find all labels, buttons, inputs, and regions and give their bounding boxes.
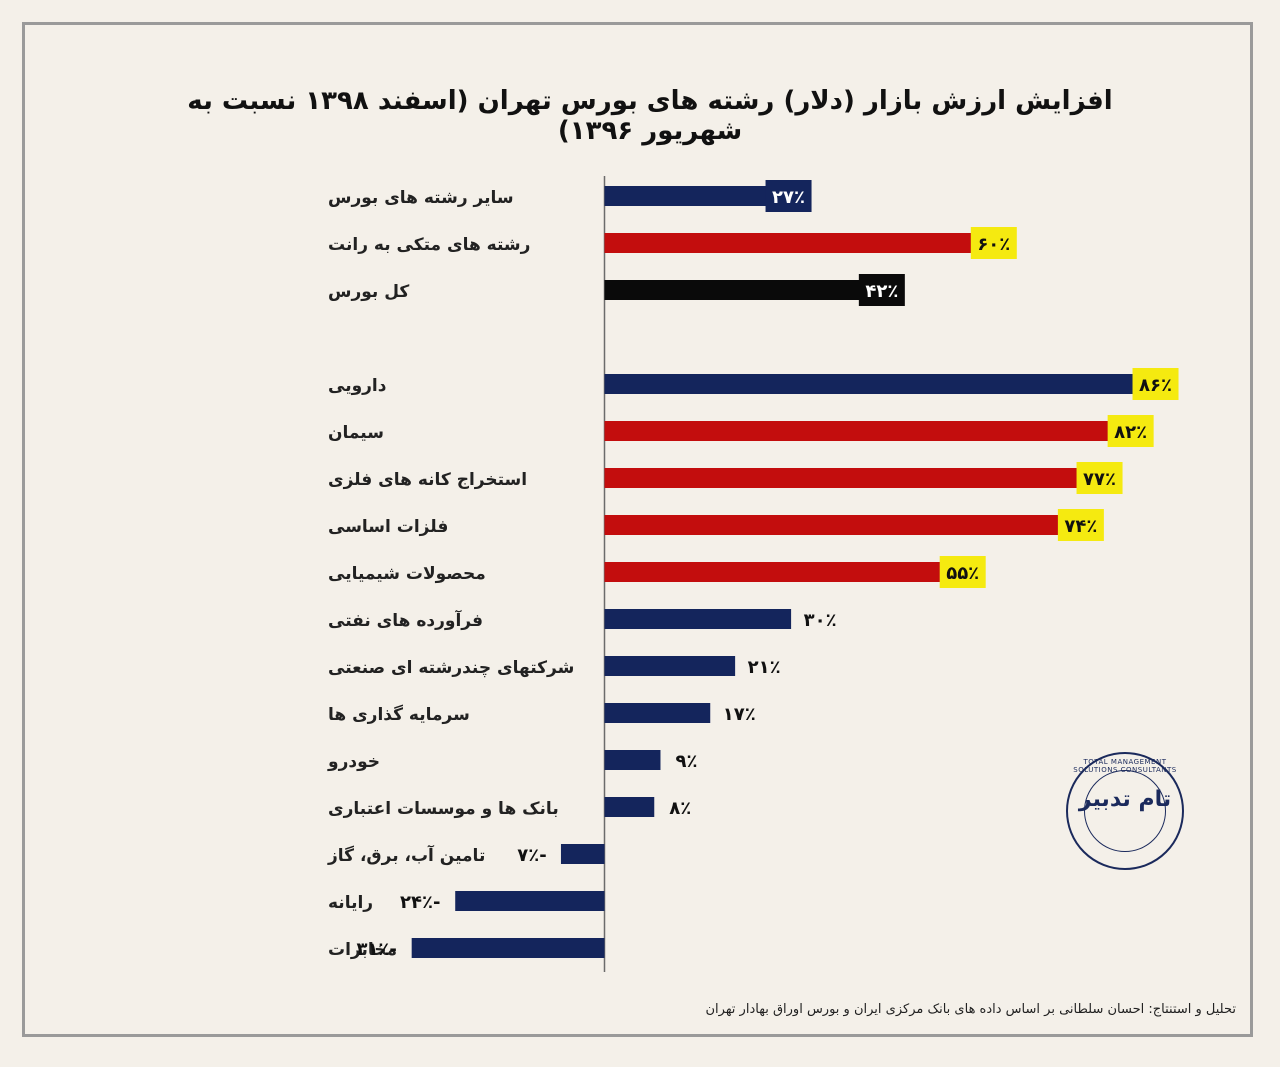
value-label: ۴۲٪ bbox=[865, 281, 898, 302]
value-label-box bbox=[765, 180, 812, 212]
value-label-box bbox=[1132, 368, 1179, 400]
value-label-box bbox=[970, 227, 1017, 259]
category-label: رشته های متکی به رانت bbox=[328, 235, 530, 255]
value-label: ۳۰٪ bbox=[804, 610, 837, 631]
chart-frame bbox=[22, 22, 1253, 1037]
value-label: ۷۷٪ bbox=[1083, 469, 1116, 490]
category-label: دارویی bbox=[328, 376, 387, 396]
category-label: سرمایه گذاری ها bbox=[328, 704, 470, 725]
category-label: سایر رشته های بورس bbox=[328, 188, 514, 208]
category-label: تامین آب، برق، گاز bbox=[327, 844, 485, 866]
category-label: شرکتهای چندرشته ای صنعتی bbox=[328, 658, 574, 678]
logo-emblem: TOTAL MANAGEMENT SOLUTIONS CONSULTANTS ت… bbox=[1066, 752, 1184, 870]
value-label: ۶۰٪ bbox=[977, 234, 1010, 255]
bar bbox=[604, 703, 711, 723]
bar bbox=[604, 609, 792, 629]
bar bbox=[604, 750, 661, 770]
value-label-box bbox=[1076, 462, 1123, 494]
value-label: ۸۶٪ bbox=[1139, 375, 1172, 396]
value-label: ۲۴٪- bbox=[400, 892, 440, 913]
value-label: ۹٪ bbox=[675, 751, 697, 772]
category-label: فلزات اساسی bbox=[328, 517, 448, 537]
value-label: ۵۵٪ bbox=[946, 563, 979, 584]
value-label: ۸٪ bbox=[669, 798, 691, 819]
bar bbox=[604, 233, 978, 253]
value-label-box bbox=[1057, 509, 1104, 541]
bar bbox=[455, 891, 605, 911]
value-label-box bbox=[1107, 415, 1154, 447]
category-label: سیمان bbox=[328, 423, 384, 443]
category-label: کل بورس bbox=[328, 282, 409, 302]
bar bbox=[604, 562, 947, 582]
chart-title: افزایش ارزش بازار (دلار) رشته های بورس ت… bbox=[187, 86, 1113, 146]
bar bbox=[411, 938, 605, 958]
value-label-box bbox=[939, 556, 986, 588]
bar bbox=[604, 186, 773, 206]
value-label: ۸۲٪ bbox=[1114, 422, 1147, 443]
bar bbox=[604, 421, 1115, 441]
bar bbox=[604, 280, 866, 300]
category-label: خودرو bbox=[327, 752, 380, 772]
value-label-box bbox=[858, 274, 905, 306]
category-label: محصولات شیمیایی bbox=[328, 564, 486, 584]
logo-inner-ring bbox=[1084, 770, 1166, 852]
value-label: ۱۷٪ bbox=[723, 704, 756, 725]
source-note: تحلیل و استنتاج: احسان سلطانی بر اساس دا… bbox=[705, 1002, 1236, 1017]
category-label: فرآورده های نفتی bbox=[328, 609, 483, 631]
bar bbox=[560, 844, 605, 864]
bar bbox=[604, 374, 1140, 394]
value-label: ۲۷٪ bbox=[772, 187, 805, 208]
category-label: رایانه bbox=[328, 893, 373, 913]
value-label: ۷٪- bbox=[517, 845, 546, 866]
bar bbox=[604, 656, 736, 676]
category-label: مخابرات bbox=[328, 940, 397, 960]
value-label: ۲۱٪ bbox=[748, 657, 781, 678]
category-label: استخراج کانه های فلزی bbox=[328, 470, 527, 490]
bar bbox=[604, 515, 1065, 535]
value-label: ۷۴٪ bbox=[1064, 516, 1097, 537]
bar bbox=[604, 468, 1084, 488]
logo-name: تام تدبیر bbox=[1078, 787, 1172, 812]
value-label: ۳۱٪- bbox=[356, 939, 396, 960]
bar bbox=[604, 797, 655, 817]
category-label: بانک ها و موسسات اعتباری bbox=[328, 799, 559, 819]
